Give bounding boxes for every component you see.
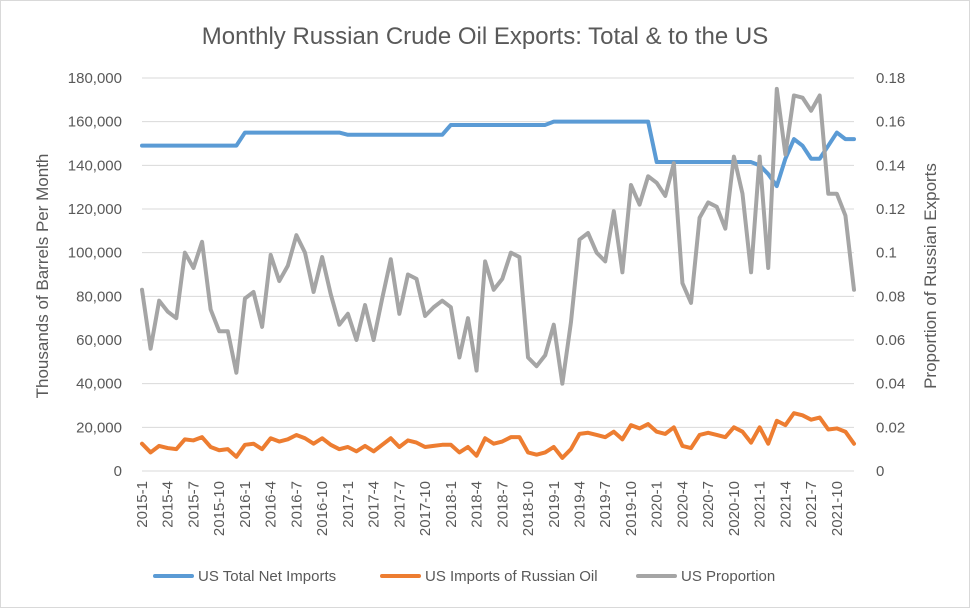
x-tick-label: 2018-7 <box>494 481 511 528</box>
x-tick-label: 2015-1 <box>134 481 151 528</box>
y2-tick-label: 0.02 <box>876 419 905 436</box>
legend-label-us-total-net-imports: US Total Net Imports <box>198 568 336 585</box>
y-tick-label: 100,000 <box>68 245 122 262</box>
x-tick-label: 2020-10 <box>726 481 743 536</box>
x-tick-label: 2021-1 <box>752 481 769 528</box>
y-axis-title: Thousands of Barrels Per Month <box>33 154 52 399</box>
y-tick-label: 60,000 <box>76 332 122 349</box>
x-tick-label: 2015-4 <box>160 481 177 528</box>
x-tick-label: 2021-4 <box>777 481 794 528</box>
y-tick-label: 160,000 <box>68 114 122 131</box>
series-lines <box>140 86 856 460</box>
y2-tick-label: 0.12 <box>876 201 905 218</box>
y2-tick-label: 0.08 <box>876 288 905 305</box>
legend: US Total Net Imports US Imports of Russia… <box>153 568 775 585</box>
y2-tick-label: 0.1 <box>876 245 897 262</box>
x-tick-label: 2015-10 <box>211 481 228 536</box>
legend-label-us-imports-of-russian-oil: US Imports of Russian Oil <box>425 568 598 585</box>
x-tick-label: 2017-1 <box>340 481 357 528</box>
series-line-us-proportion <box>140 86 856 386</box>
x-tick-label: 2019-4 <box>571 481 588 528</box>
y2-tick-label: 0.14 <box>876 157 905 174</box>
x-tick-label: 2019-1 <box>546 481 563 528</box>
x-tick-label: 2019-7 <box>597 481 614 528</box>
y2-tick-label: 0 <box>876 463 884 480</box>
y-tick-label: 120,000 <box>68 201 122 218</box>
chart-title: Monthly Russian Crude Oil Exports: Total… <box>202 23 768 50</box>
right-axis-ticks: 0 0.02 0.04 0.06 0.08 0.1 0.12 0.14 0.16 0.18 <box>876 70 905 480</box>
x-tick-label: 2018-1 <box>443 481 460 528</box>
y-tick-label: 0 <box>114 463 122 480</box>
y-tick-label: 20,000 <box>76 419 122 436</box>
x-tick-label: 2017-10 <box>417 481 434 536</box>
x-tick-label: 2016-1 <box>237 481 254 528</box>
gridlines <box>142 77 854 472</box>
x-tick-label: 2019-10 <box>623 481 640 536</box>
x-tick-label: 2017-4 <box>366 481 383 528</box>
x-tick-label: 2015-7 <box>185 481 202 528</box>
x-tick-label: 2017-7 <box>391 481 408 528</box>
x-tick-label: 2020-4 <box>674 481 691 528</box>
x-tick-label: 2016-4 <box>263 481 280 528</box>
series-line-us-imports-of-russian-oil <box>140 411 856 460</box>
x-tick-label: 2018-4 <box>469 481 486 528</box>
y2-tick-label: 0.18 <box>876 70 905 87</box>
legend-label-us-proportion: US Proportion <box>681 568 775 585</box>
y-tick-label: 40,000 <box>76 376 122 393</box>
y-tick-label: 80,000 <box>76 288 122 305</box>
left-axis-ticks: 0 20,000 40,000 60,000 80,000 100,000 120,000 1… <box>68 70 122 480</box>
x-axis-ticks: 2015-1 2015-4 2015-7 2015-10 2016-1 2016-4 201… <box>134 481 846 536</box>
x-tick-label: 2016-7 <box>288 481 305 528</box>
x-tick-label: 2020-1 <box>649 481 666 528</box>
x-tick-label: 2018-10 <box>520 481 537 536</box>
y2-tick-label: 0.06 <box>876 332 905 349</box>
x-tick-label: 2021-10 <box>829 481 846 536</box>
y2-tick-label: 0.04 <box>876 376 905 393</box>
y2-tick-label: 0.16 <box>876 114 905 131</box>
y2-axis-title: Proportion of Russian Exports <box>921 163 940 389</box>
series-line-us-total-net-imports <box>140 119 856 189</box>
x-tick-label: 2020-7 <box>700 481 717 528</box>
x-tick-label: 2016-10 <box>314 481 331 536</box>
y-tick-label: 180,000 <box>68 70 122 87</box>
x-tick-label: 2021-7 <box>803 481 820 528</box>
y-tick-label: 140,000 <box>68 157 122 174</box>
